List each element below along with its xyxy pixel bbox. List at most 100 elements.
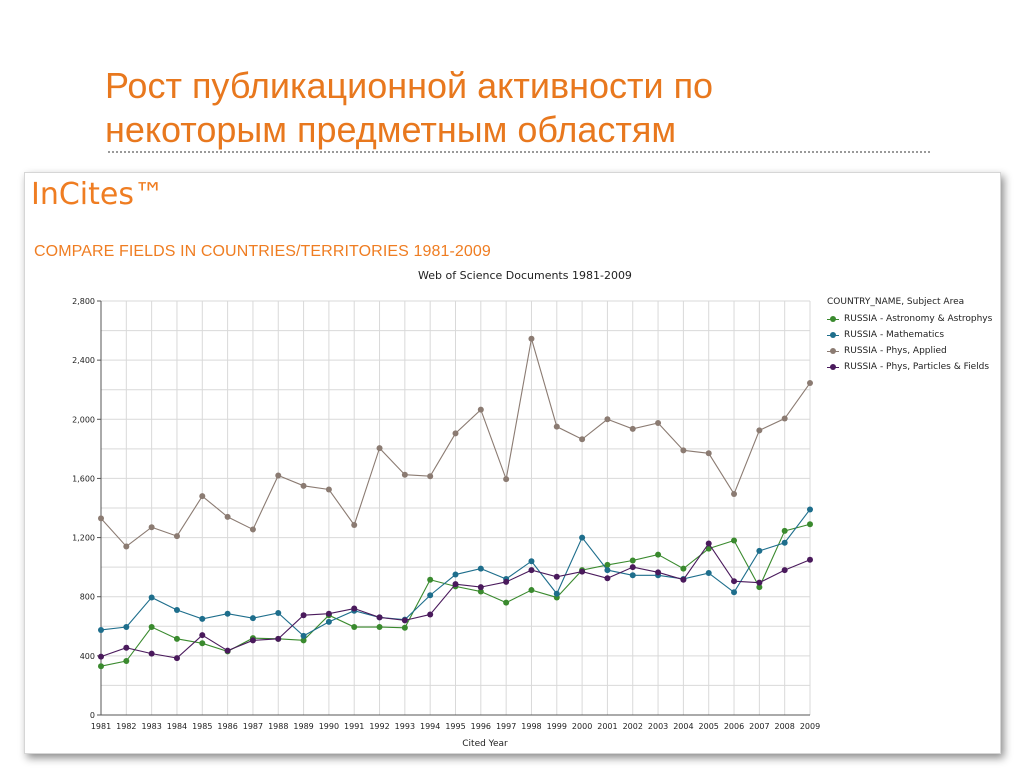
series-4-point <box>148 650 155 657</box>
series-4-point <box>249 637 256 644</box>
y-tick-label: 800 <box>80 593 95 602</box>
series-3-point <box>705 450 712 457</box>
legend-label: RUSSIA - Phys, Applied <box>844 346 947 356</box>
series-1-point <box>477 588 484 595</box>
series-3-point <box>401 471 408 478</box>
series-3-point <box>807 380 813 387</box>
series-3-point <box>249 526 256 533</box>
series-2-point <box>731 589 738 596</box>
x-tick-label: 2004 <box>673 722 693 731</box>
series-2-point <box>300 632 307 639</box>
chart-legend: COUNTRY_NAME, Subject Area RUSSIA - Astr… <box>827 297 992 375</box>
series-3-point <box>173 533 180 540</box>
x-tick-label: 2002 <box>623 722 643 731</box>
series-4-point <box>528 567 535 574</box>
series-3-point <box>731 490 738 497</box>
chart-panel: InCites™ COMPARE FIELDS IN COUNTRIES/TER… <box>24 172 1001 754</box>
series-4-point <box>173 655 180 662</box>
series-2-point <box>249 615 256 622</box>
y-tick-label: 1,600 <box>72 474 95 483</box>
series-2-point <box>579 534 586 541</box>
series-1-point <box>705 545 712 552</box>
series-3-point <box>325 486 332 493</box>
series-1-point <box>351 624 358 631</box>
x-tick-label: 2000 <box>572 722 592 731</box>
series-1-point <box>123 658 130 665</box>
legend-swatch <box>827 313 839 325</box>
series-3-point <box>300 482 307 489</box>
series-4-point <box>98 653 104 660</box>
series-1-point <box>300 637 307 644</box>
legend-label: RUSSIA - Astronomy & Astrophys <box>844 314 993 324</box>
series-1-point <box>680 565 687 572</box>
series-4-point <box>807 556 813 563</box>
x-tick-label: 1986 <box>217 722 237 731</box>
x-tick-label: 1997 <box>496 722 516 731</box>
series-2-point <box>452 571 459 578</box>
series-2-point <box>705 570 712 577</box>
series-2-point <box>98 626 104 633</box>
series-1-point <box>148 624 155 631</box>
x-tick-label: 2007 <box>749 722 769 731</box>
series-2-point <box>275 609 282 616</box>
series-4-point <box>477 584 484 591</box>
series-3-point <box>199 493 206 500</box>
x-tick-label: 2005 <box>699 722 719 731</box>
series-2-point <box>224 610 231 617</box>
x-tick-label: 1985 <box>192 722 212 731</box>
series-4-point <box>376 614 383 621</box>
series-4-point <box>705 540 712 547</box>
series-4-point <box>629 564 636 571</box>
series-3-point <box>528 335 535 342</box>
series-4-point <box>401 617 408 624</box>
series-3-point <box>427 473 434 480</box>
series-2-point <box>173 607 180 614</box>
series-2-point <box>199 615 206 622</box>
series-4-point <box>781 567 788 574</box>
series-1-point <box>401 624 408 631</box>
series-3-point <box>275 472 282 479</box>
x-tick-label: 1987 <box>243 722 263 731</box>
series-1-point <box>629 557 636 564</box>
series-4-point <box>427 611 434 618</box>
x-tick-label: 2001 <box>597 722 617 731</box>
legend-item-4: RUSSIA - Phys, Particles & Fields <box>827 359 992 375</box>
slide-title: Рост публикационной активности по некото… <box>105 64 925 152</box>
series-1-point <box>98 663 104 670</box>
report-subtitle: COMPARE FIELDS IN COUNTRIES/TERRITORIES … <box>34 243 491 260</box>
y-tick-label: 400 <box>80 652 95 661</box>
series-2-point <box>477 565 484 572</box>
legend-label: RUSSIA - Mathematics <box>844 330 945 340</box>
series-1-point <box>655 551 662 558</box>
y-tick-label: 2,800 <box>72 297 95 306</box>
legend-swatch <box>827 345 839 357</box>
y-tick-label: 0 <box>90 711 95 720</box>
series-1-point <box>807 521 813 528</box>
series-3-point <box>351 522 358 529</box>
series-3-point <box>98 515 104 522</box>
legend-item-2: RUSSIA - Mathematics <box>827 327 992 343</box>
x-tick-label: 1992 <box>369 722 389 731</box>
series-4-point <box>680 576 687 583</box>
series-3-point <box>224 513 231 520</box>
x-tick-label: 2008 <box>774 722 794 731</box>
series-4-point <box>731 578 738 585</box>
series-3-point <box>503 476 510 483</box>
series-2-point <box>604 567 611 574</box>
series-3-point <box>655 419 662 426</box>
series-4-point <box>553 573 560 580</box>
x-tick-label: 1984 <box>167 722 187 731</box>
y-tick-label: 1,200 <box>72 534 95 543</box>
series-1-point <box>781 527 788 534</box>
series-4-point <box>351 605 358 612</box>
series-4-point <box>123 644 130 651</box>
series-2-point <box>123 624 130 631</box>
series-3-point <box>604 416 611 423</box>
legend-swatch <box>827 361 839 373</box>
series-4-point <box>655 569 662 576</box>
series-1-point <box>427 576 434 583</box>
series-3-point <box>148 524 155 531</box>
series-1-point <box>376 624 383 631</box>
series-3-point <box>477 406 484 413</box>
y-tick-label: 2,000 <box>72 415 95 424</box>
